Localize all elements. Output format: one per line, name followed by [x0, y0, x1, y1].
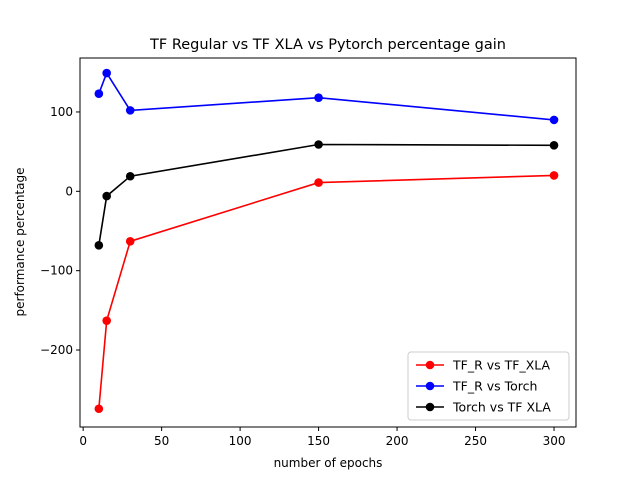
y-tick-label: −200: [40, 343, 73, 357]
legend-marker: [425, 381, 435, 391]
legend-label: TF_R vs Torch: [452, 379, 537, 394]
legend-item: TF_R vs Torch: [416, 379, 537, 394]
data-point: [94, 89, 104, 99]
data-point: [549, 171, 559, 180]
data-point: [94, 404, 104, 414]
legend-marker: [425, 402, 435, 412]
data-point: [94, 240, 104, 250]
legend-marker: [425, 360, 435, 370]
legend: TF_R vs TF_XLA TF_R vs Torch Torch vs TF X…: [407, 351, 570, 421]
y-tick-label: −100: [40, 264, 73, 278]
legend-item: Torch vs TF XLA: [416, 400, 551, 415]
x-tick-label: 0: [79, 434, 87, 448]
data-point: [125, 237, 135, 246]
y-tick-label: 0: [65, 184, 73, 198]
data-point: [549, 140, 559, 150]
data-point: [125, 106, 135, 115]
x-tick-label: 100: [229, 434, 252, 448]
legend-item: TF_R vs TF_XLA: [416, 358, 551, 373]
data-point: [102, 316, 111, 325]
data-point: [314, 140, 323, 149]
y-tick-label: 100: [50, 105, 73, 119]
x-tick-label: 200: [386, 434, 409, 448]
data-point: [549, 115, 559, 125]
x-tick-label: 300: [543, 434, 566, 448]
data-point: [125, 171, 135, 181]
axes-frame: [79, 57, 577, 428]
data-point: [314, 178, 323, 187]
legend-label: TF_R vs TF_XLA: [452, 358, 551, 373]
series-tf-r-vs-torch: [94, 68, 559, 125]
data-point: [102, 68, 111, 78]
x-tick-label: 150: [307, 434, 330, 448]
series-tf-r-vs-tf-xla: [94, 171, 559, 414]
x-tick-label: 250: [464, 434, 487, 448]
x-tick-label: 50: [154, 434, 169, 448]
data-point: [314, 93, 323, 102]
x-axis-label: number of epochs: [274, 456, 383, 470]
legend-box: [407, 351, 570, 421]
y-axis-label: performance percentage: [13, 168, 27, 317]
data-point: [102, 191, 111, 201]
legend-label: Torch vs TF XLA: [452, 400, 551, 415]
series-torch-vs-tf-xla: [94, 140, 559, 250]
chart-title: TF Regular vs TF XLA vs Pytorch percenta…: [149, 37, 506, 53]
axis-ticks: 0 50 100 150 200 250 300 −200 −100 0 100: [40, 105, 565, 448]
data-series: [94, 68, 559, 414]
